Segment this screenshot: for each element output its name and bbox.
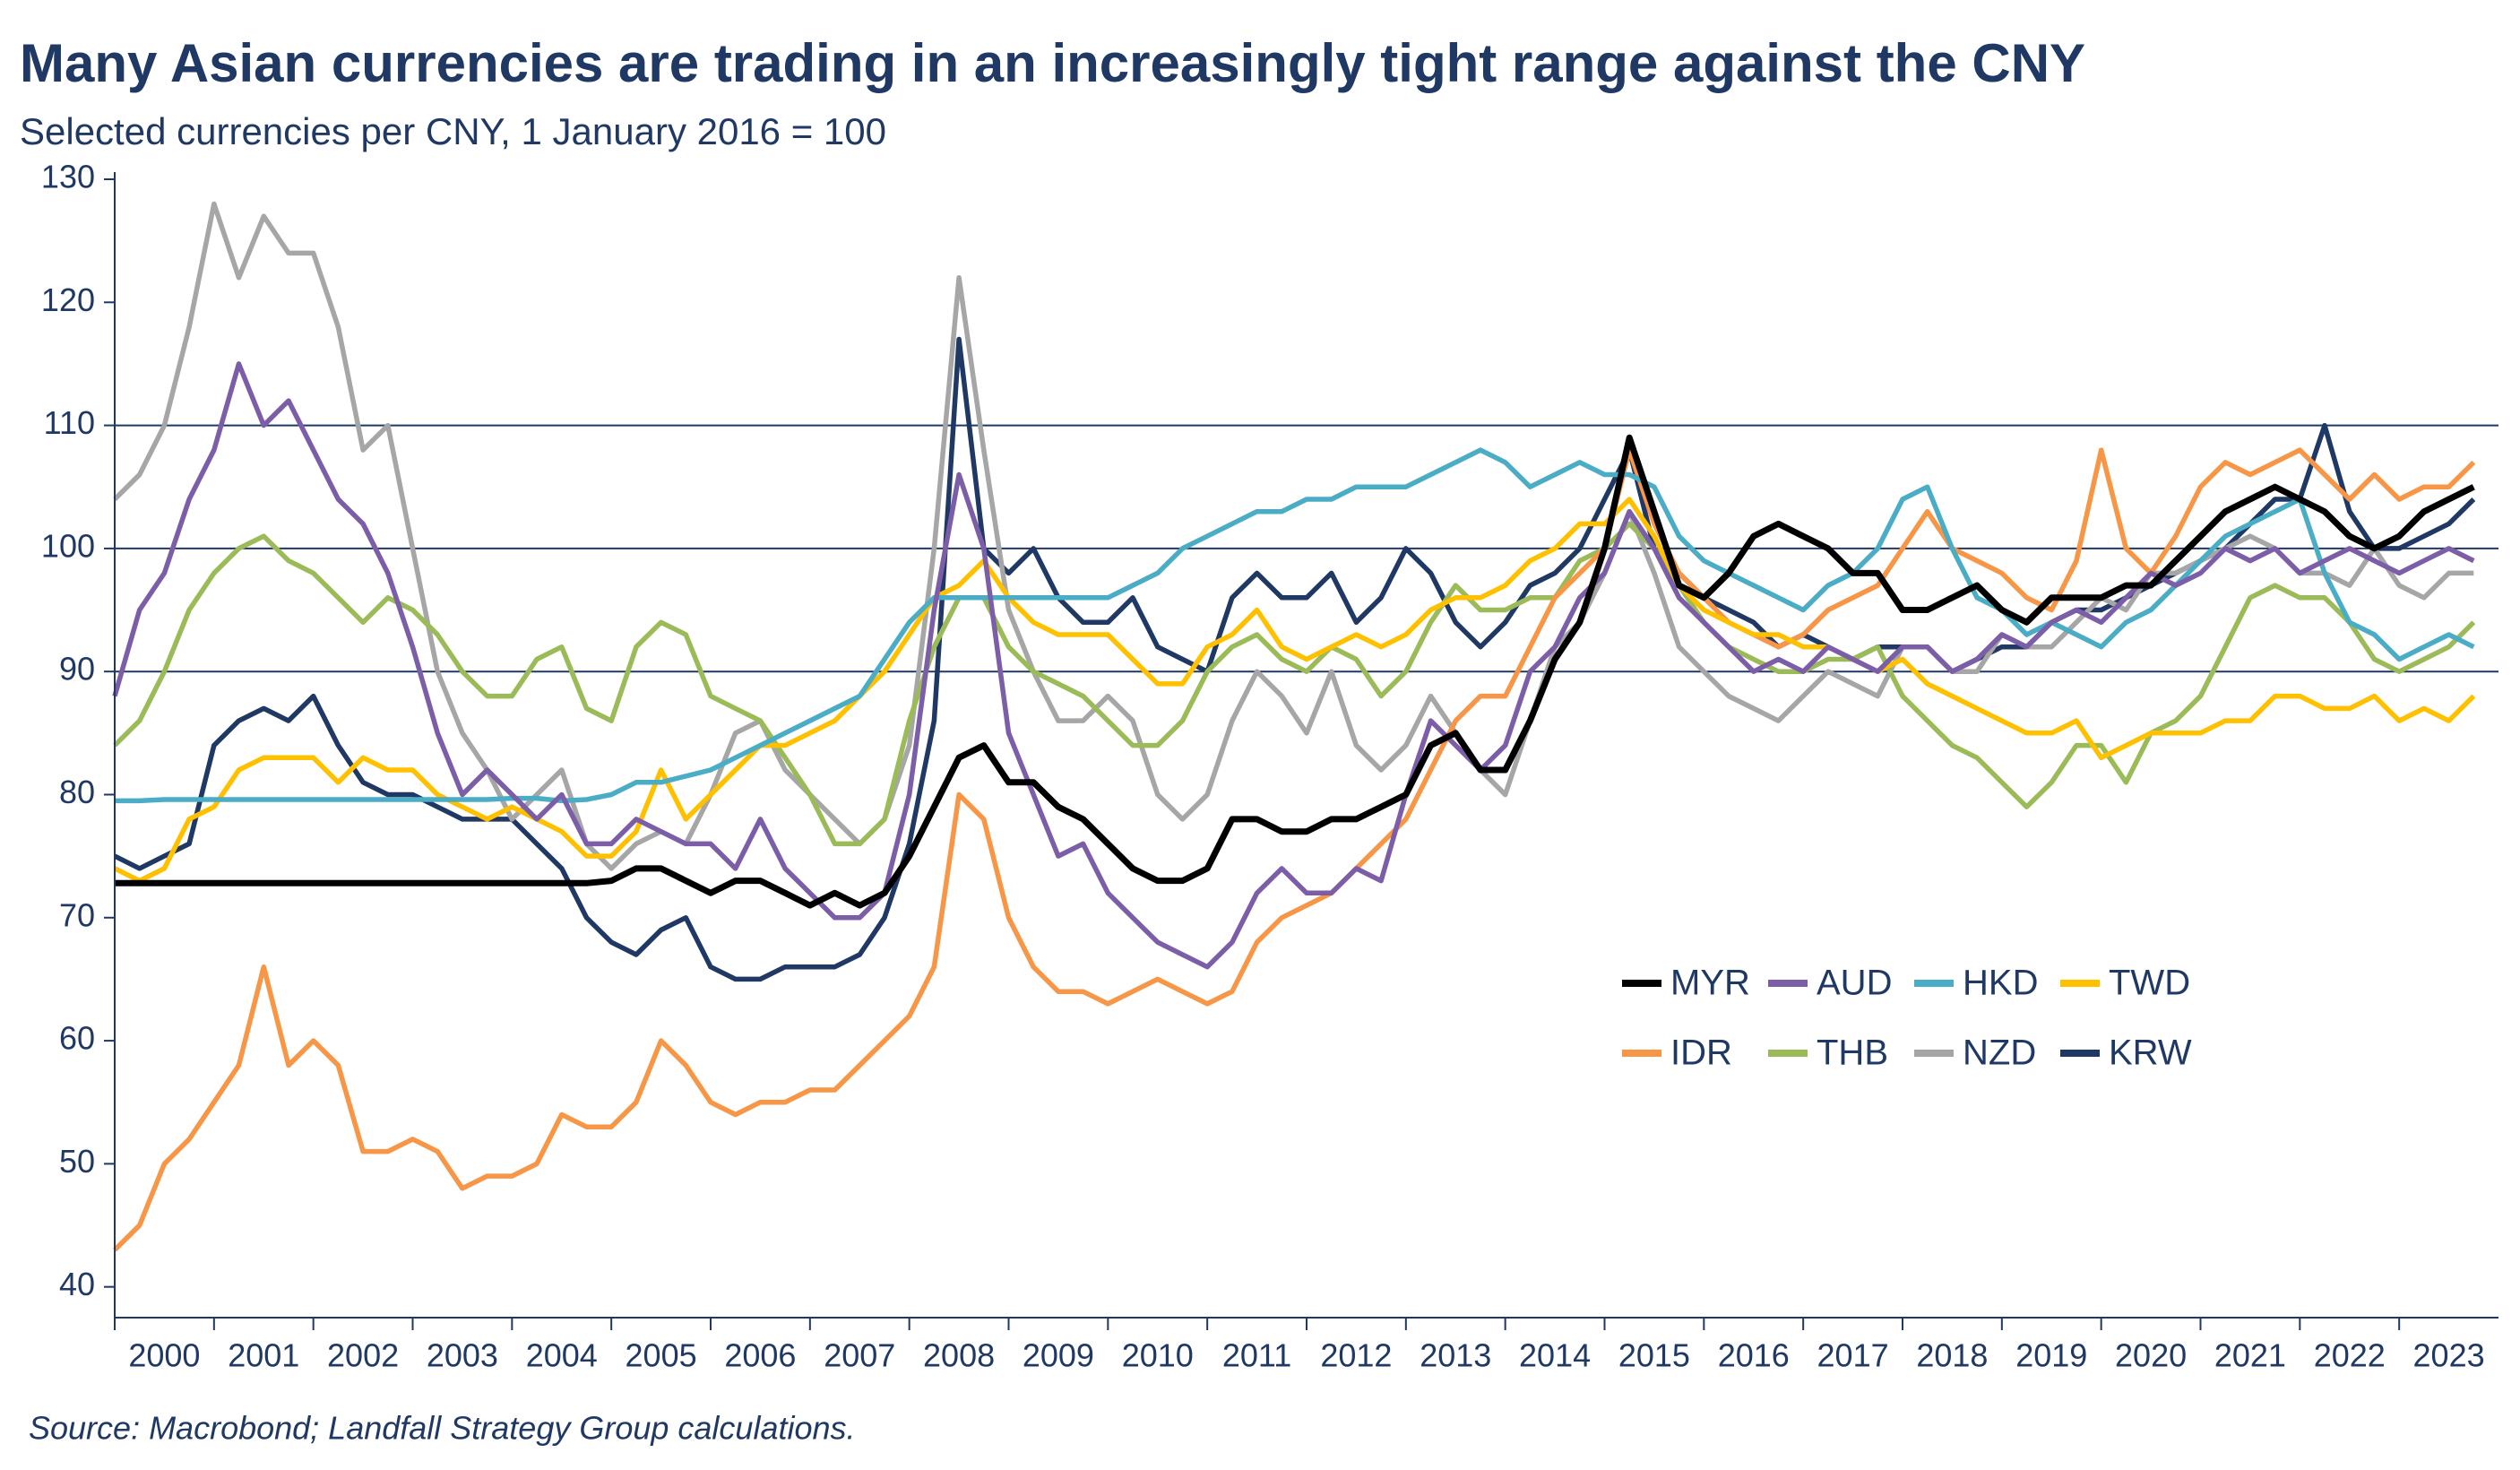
y-tick-label: 100	[41, 527, 95, 564]
x-tick-label: 2014	[1519, 1337, 1591, 1374]
y-tick-label: 40	[59, 1266, 95, 1302]
legend: MYR AUD HKD TWD IDR THB NZD KRW	[1622, 964, 2192, 1073]
x-tick-label: 2006	[724, 1337, 796, 1374]
y-tick-label: 90	[59, 651, 95, 687]
x-tick-label: 2009	[1023, 1337, 1094, 1374]
x-tick-label: 2007	[824, 1337, 895, 1374]
legend-label: IDR	[1670, 1033, 1732, 1073]
series-line	[113, 447, 2476, 1252]
x-tick-label: 2004	[526, 1337, 598, 1374]
legend-label: AUD	[1817, 964, 1892, 1003]
axes: 40 50 60 70 80 90 100 110 120 130 2000 2001 2002 2003…	[41, 159, 2498, 1374]
y-tick-label: 80	[59, 774, 95, 810]
legend-label: THB	[1817, 1033, 1888, 1073]
x-tick-label: 2010	[1122, 1337, 1194, 1374]
y-tick-label: 110	[44, 404, 95, 441]
y-tick-label: 70	[59, 896, 95, 933]
chart-title: Many Asian currencies are trading in an …	[20, 33, 2085, 93]
plot-lines	[112, 201, 2476, 1252]
x-tick-label: 2015	[1618, 1337, 1690, 1374]
x-tick-label: 2008	[923, 1337, 995, 1374]
x-tick-label: 2022	[2314, 1337, 2386, 1374]
series-line	[113, 497, 2476, 884]
source-note: Source: Macrobond; Landfall Strategy Gro…	[29, 1410, 856, 1447]
legend-label: KRW	[2109, 1033, 2192, 1073]
y-tick-label: 60	[59, 1020, 95, 1057]
series-line	[115, 434, 2475, 909]
x-tick-label: 2016	[1718, 1337, 1790, 1374]
legend-label: HKD	[1963, 964, 2038, 1003]
x-tick-label: 2005	[626, 1337, 697, 1374]
x-tick-label: 2018	[1916, 1337, 1988, 1374]
x-tick-label: 2021	[2214, 1337, 2286, 1374]
x-tick-label: 2011	[1222, 1337, 1291, 1374]
series-line	[112, 361, 2475, 970]
x-tick-label: 2000	[128, 1337, 200, 1374]
y-tick-label: 50	[59, 1143, 95, 1180]
legend-label: NZD	[1963, 1033, 2036, 1073]
x-tick-label: 2023	[2413, 1337, 2485, 1374]
series-line	[113, 521, 2476, 847]
x-tick-label: 2019	[2015, 1337, 2087, 1374]
x-tick-label: 2001	[228, 1337, 299, 1374]
chart-subtitle: Selected currencies per CNY, 1 January 2…	[20, 110, 886, 152]
x-tick-label: 2012	[1320, 1337, 1392, 1374]
x-tick-label: 2013	[1420, 1337, 1491, 1374]
y-tick-label: 130	[41, 159, 95, 195]
legend-label: MYR	[1670, 964, 1750, 1003]
y-tick-label: 120	[41, 281, 95, 318]
series-line	[115, 447, 2475, 804]
x-tick-label: 2002	[327, 1337, 399, 1374]
x-tick-label: 2017	[1817, 1337, 1889, 1374]
x-tick-label: 2020	[2115, 1337, 2187, 1374]
legend-label: TWD	[2109, 964, 2190, 1003]
x-tick-label: 2003	[427, 1337, 498, 1374]
